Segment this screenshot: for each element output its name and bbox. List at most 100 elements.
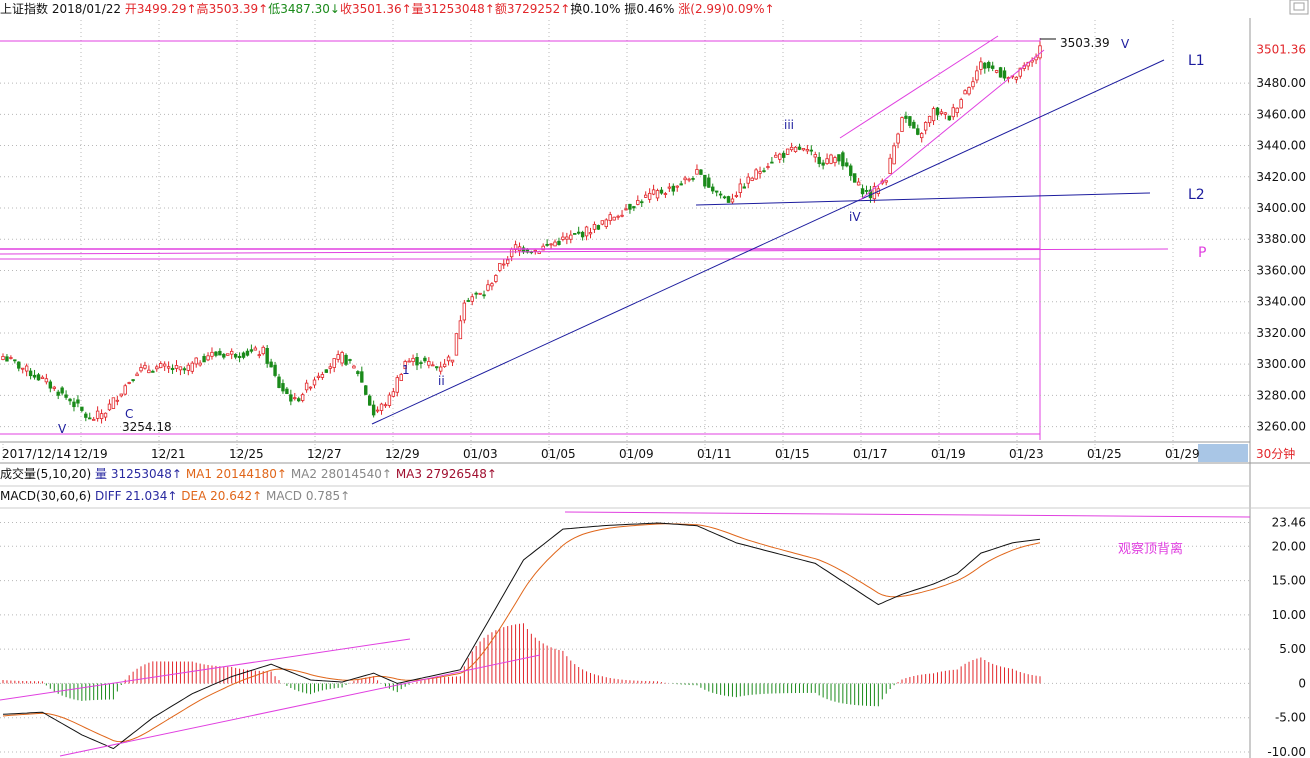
candle-body (297, 398, 301, 402)
candle-body (849, 165, 853, 176)
candle-body (344, 354, 348, 365)
candle-body (644, 194, 648, 198)
candle (44, 373, 49, 385)
candle-body (222, 353, 226, 358)
candle-body (754, 169, 758, 180)
candle (994, 69, 999, 74)
macd-indicator-title[interactable]: MACD(30,60,6) (0, 489, 92, 503)
candle-body (545, 243, 549, 246)
candle-body (939, 111, 944, 114)
candle (711, 183, 715, 194)
high-value-label: 3503.39 (1060, 36, 1110, 50)
candle (856, 177, 861, 186)
candle (28, 368, 33, 380)
candle (576, 226, 581, 235)
candle-body (273, 364, 277, 376)
candle (888, 153, 892, 175)
candle (687, 177, 691, 183)
candle (1038, 41, 1042, 60)
candle-body (237, 355, 242, 359)
candle-body (1014, 76, 1019, 80)
candle-body (916, 128, 920, 135)
candle (435, 366, 439, 371)
trendline-l1 (371, 59, 1165, 425)
candle (951, 103, 955, 120)
candle (498, 262, 502, 273)
volume-indicator-title[interactable]: 成交量(5,10,20) (0, 467, 92, 481)
candle-body (407, 360, 411, 363)
candle-body (825, 158, 829, 165)
candle (505, 256, 510, 267)
candle (84, 411, 88, 422)
candle (714, 190, 719, 197)
candle (99, 409, 104, 424)
candle-body (967, 87, 971, 95)
candle-body (785, 148, 790, 155)
price-axis-tick-label: 3340.00 (1256, 295, 1306, 309)
candle (407, 358, 411, 363)
dea-line (2, 523, 1041, 743)
candle (1014, 76, 1019, 84)
candle (190, 361, 194, 374)
candle (320, 371, 325, 380)
macd-axis-tick-label: -10.00 (1267, 745, 1306, 758)
candle-body (904, 115, 908, 119)
candle-body (864, 190, 869, 192)
close-value: 3501.36↑ (351, 2, 412, 16)
candle (474, 291, 478, 299)
candle (884, 180, 888, 186)
period-button[interactable] (1252, 444, 1308, 462)
candle (632, 205, 636, 212)
price-axis-tick-label: 3460.00 (1256, 107, 1306, 121)
candle (147, 365, 151, 374)
candle-body (714, 190, 719, 193)
candle-body (332, 358, 336, 368)
candle-body (324, 369, 329, 373)
candle-body (131, 379, 135, 381)
window-restore-icon-inner (1293, 2, 1305, 11)
candle-body (304, 382, 309, 391)
candle (588, 227, 593, 239)
candle-body (210, 351, 214, 357)
date-axis-tick-label: 01/23 (1009, 447, 1044, 461)
candle-body (28, 370, 33, 377)
candle (825, 153, 829, 165)
candle-body (592, 224, 597, 230)
candle (754, 167, 758, 181)
macd-axis-tick-label: -5.00 (1275, 711, 1306, 725)
candle-body (127, 382, 131, 384)
macd-axis-tick-label: 0 (1298, 676, 1306, 690)
candle (947, 115, 952, 121)
change-value: (2.99)0.09%↑ (690, 2, 775, 16)
candle-body (367, 395, 372, 406)
candle (127, 381, 131, 385)
candle (214, 351, 218, 358)
candle-body (502, 263, 506, 266)
candle-body (738, 183, 743, 193)
wave-label: C (125, 407, 133, 421)
candle (683, 175, 687, 185)
candle (561, 232, 565, 242)
candle (801, 148, 806, 152)
candle (837, 154, 841, 165)
candle (778, 152, 782, 164)
vol-label: 量 (95, 467, 108, 481)
trendline-l2 (695, 192, 1151, 206)
dea-value: 20.642↑ (210, 489, 263, 503)
candle-body (174, 365, 179, 369)
price-axis-tick-label: 3300.00 (1256, 357, 1306, 371)
candle-body (178, 366, 183, 371)
candle-body (214, 351, 218, 356)
candle-body (478, 292, 482, 295)
channel-upper-line (839, 35, 999, 139)
candle-body (774, 154, 778, 158)
candle (174, 360, 179, 372)
candle (470, 293, 474, 306)
candle-body (68, 398, 72, 402)
candle-body (695, 169, 699, 175)
candle (939, 108, 944, 116)
candle (726, 195, 731, 203)
candle (371, 400, 376, 418)
